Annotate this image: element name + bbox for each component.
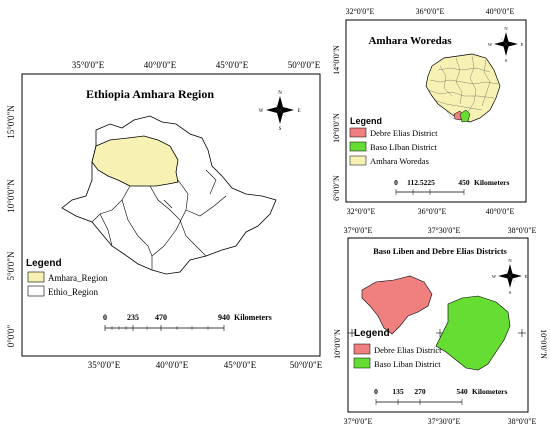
districts-scale-540: 540 xyxy=(456,387,468,396)
districts-lon-bottom-3: 38°0'0"E xyxy=(508,417,537,426)
main-scale-bar: 0 235 470 940 Kilometers xyxy=(103,313,272,331)
main-lon-bottom-3: 45°0'0"E xyxy=(224,360,257,370)
districts-scale-270: 270 xyxy=(414,387,426,396)
districts-compass-w: W xyxy=(492,274,497,279)
baso-liban-district-large xyxy=(435,295,511,371)
districts-legend-swatch-debre xyxy=(353,343,371,355)
woredas-map-title: Amhara Woredas xyxy=(368,35,452,47)
main-legend-title: Legend xyxy=(26,258,62,269)
woredas-lat-3: 6°0'0"N xyxy=(332,175,341,201)
woredas-compass-w: W xyxy=(488,42,493,47)
main-map-title: Ethiopia Amhara Region xyxy=(86,87,214,101)
districts-lon-top-2: 37°30'0"E xyxy=(428,226,461,235)
main-lon-bottom-4: 50°0'0"E xyxy=(290,360,323,370)
woredas-map-panel: 32°0'0"E 36°0'0"E 40°0'0"E 32°0'0"E 36°0… xyxy=(332,7,527,216)
woredas-scale-0: 0 xyxy=(394,178,398,187)
districts-legend-swatch-baso xyxy=(353,357,371,369)
main-scale-235: 235 xyxy=(127,313,139,322)
main-compass-e: E xyxy=(297,109,300,114)
districts-scale-unit: Kilometers xyxy=(472,387,507,396)
districts-lon-top-3: 38°0'0"E xyxy=(508,226,537,235)
amhara-region xyxy=(91,135,179,187)
woredas-scale-bar: 0 112.5225 450 Kilometers xyxy=(394,178,509,195)
districts-compass-n: N xyxy=(508,258,512,263)
districts-scale-135: 135 xyxy=(392,387,404,396)
woredas-legend-label-woredas: Amhara Woredas xyxy=(370,156,429,166)
woredas-lon-bottom-2: 36°0'0"E xyxy=(418,207,447,216)
woredas-lon-top-2: 36°0'0"E xyxy=(416,7,445,16)
main-lat-2: 10°0'0"N xyxy=(6,179,16,213)
baso-liban-district xyxy=(459,109,471,123)
districts-legend-label-debre: Debre Elias District xyxy=(374,345,442,355)
main-lon-top-4: 50°0'0"E xyxy=(288,60,321,70)
districts-lon-bottom-1: 37°0'0"E xyxy=(344,417,373,426)
districts-lat-left: 10°0'0"N xyxy=(333,329,342,359)
woredas-compass-e: E xyxy=(521,42,524,47)
woredas-compass-s: S xyxy=(505,58,508,63)
districts-scale-0: 0 xyxy=(374,387,378,396)
main-scale-unit: Kilometers xyxy=(234,313,272,322)
districts-lon-bottom-2: 37°30'0"E xyxy=(428,417,461,426)
main-scale-940: 940 xyxy=(218,313,230,322)
woredas-legend-swatch-woredas xyxy=(349,155,367,166)
ethiopia-internal-boundaries xyxy=(91,169,227,270)
main-lon-top-3: 45°0'0"E xyxy=(216,60,249,70)
woredas-lon-top-1: 32°0'0"E xyxy=(346,7,375,16)
woredas-lon-top-3: 40°0'0"E xyxy=(486,7,515,16)
amhara-woredas-region xyxy=(425,53,501,123)
woredas-scale-112: 112.5225 xyxy=(407,178,435,187)
main-lat-1: 15°0'0"N xyxy=(6,105,16,139)
main-scale-0: 0 xyxy=(103,313,107,322)
main-compass-w: W xyxy=(259,109,264,114)
main-compass-n: N xyxy=(278,91,282,96)
woredas-legend-swatch-debre xyxy=(349,127,367,138)
main-lat-3: 5°0'0"N xyxy=(6,251,16,280)
woredas-compass-n: N xyxy=(504,26,508,31)
main-legend-label-ethio: Ethio_Region xyxy=(48,287,98,297)
woredas-lat-1: 14°0'0"N xyxy=(332,45,341,75)
main-map-panel: 35°0'0"E 40°0'0"E 45°0'0"E 50°0'0"E 35°0… xyxy=(6,60,323,370)
woredas-legend-label-debre: Debre Elias District xyxy=(370,128,438,138)
woredas-legend-swatch-baso xyxy=(349,141,367,152)
woredas-compass-icon: N S W E xyxy=(488,26,524,63)
districts-legend-title: Legend xyxy=(354,328,390,339)
main-compass-icon: N S W E xyxy=(259,91,301,132)
main-scale-470: 470 xyxy=(155,313,167,322)
woreda-boundaries xyxy=(427,55,499,121)
districts-compass-e: E xyxy=(525,274,528,279)
woredas-lon-bottom-3: 40°0'0"E xyxy=(486,207,515,216)
woredas-legend-title: Legend xyxy=(350,116,382,126)
districts-lon-top-1: 37°0'0"E xyxy=(344,226,373,235)
woredas-scale-unit: Kilometers xyxy=(474,178,509,187)
debre-elias-district-large xyxy=(361,275,433,335)
districts-scale-bar: 0 135 270 540 Kilometers xyxy=(374,387,507,405)
main-compass-s: S xyxy=(279,127,282,132)
main-legend-label-amhara: Amhara_Region xyxy=(48,273,108,283)
districts-lat-right: 10°0'0"N xyxy=(539,329,548,359)
main-lon-bottom-1: 35°0'0"E xyxy=(88,360,121,370)
main-lon-top-1: 35°0'0"E xyxy=(72,60,105,70)
districts-compass-icon: N S W E xyxy=(492,258,528,295)
districts-map-panel: 37°0'0"E 37°30'0"E 38°0'0"E 37°0'0"E 37°… xyxy=(333,226,548,426)
main-legend-swatch-amhara xyxy=(27,271,45,283)
woredas-scale-450: 450 xyxy=(458,178,470,187)
main-lon-top-2: 40°0'0"E xyxy=(144,60,177,70)
woredas-legend-label-baso: Baso LIban District xyxy=(370,142,438,152)
districts-legend-label-baso: Baso Liban District xyxy=(374,359,441,369)
woredas-lon-bottom-1: 32°0'0"E xyxy=(347,207,376,216)
main-lat-4: 0°0'0" xyxy=(6,324,16,347)
districts-compass-s: S xyxy=(509,290,512,295)
main-legend-swatch-ethio xyxy=(27,285,45,297)
districts-map-title: Baso Liben and Debre Elias Districts xyxy=(373,246,507,256)
woredas-lat-2: 10°0'0"N xyxy=(332,113,341,143)
woredas-map-frame xyxy=(345,19,527,203)
main-lon-bottom-2: 40°0'0"E xyxy=(156,360,189,370)
